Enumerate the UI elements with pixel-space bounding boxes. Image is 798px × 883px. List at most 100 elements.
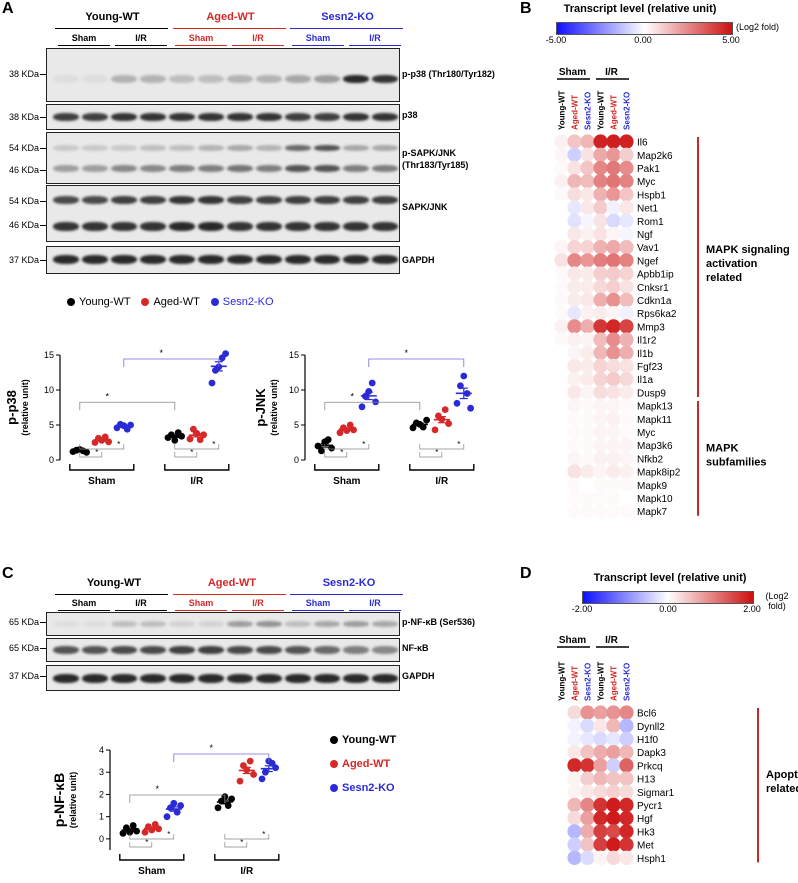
data-point	[177, 802, 184, 809]
sig-bracket-bottom	[224, 834, 270, 840]
blot-band	[169, 222, 195, 231]
sig-bracket	[368, 358, 465, 367]
sub-ir-aged: I/R	[252, 33, 264, 43]
heatmap-cell	[606, 200, 621, 215]
row-group-label: MAPK	[706, 442, 738, 454]
row-label: Hk3	[637, 827, 655, 838]
data-point	[171, 437, 179, 444]
heatmap-cell	[567, 200, 582, 215]
heatmap-cell	[606, 240, 621, 255]
heatmap-d-max: 2.00	[743, 604, 761, 614]
label-gapdh-c: GAPDH	[402, 671, 435, 681]
x-tick-label: Sham	[138, 866, 165, 877]
row-label: Hsph1	[637, 854, 666, 865]
sig-star: *	[95, 448, 98, 457]
heatmap-cell	[580, 358, 595, 374]
heatmap-cell	[619, 718, 634, 733]
heatmap-cell	[567, 319, 582, 334]
blot-p38	[46, 104, 400, 130]
blot-band	[53, 222, 79, 231]
data-point	[445, 420, 452, 427]
blot-band	[314, 113, 340, 121]
heatmap-cell	[593, 358, 608, 374]
group-bracket	[69, 464, 135, 471]
row-label: Myc	[637, 428, 655, 439]
heatmap-cell	[593, 718, 608, 733]
legend-c-aged: Aged-WT	[330, 752, 396, 776]
column-label: Aged-WT	[610, 95, 619, 130]
heatmap-cell	[593, 411, 608, 426]
heatmap-cell	[619, 213, 634, 228]
heatmap-cell	[567, 477, 582, 492]
heatmap-cell	[567, 385, 582, 400]
heatmap-cell	[593, 424, 608, 440]
heatmap-cell	[593, 213, 608, 228]
sig-star: *	[145, 838, 148, 847]
legend-a-aged: Aged-WT	[141, 296, 200, 308]
heatmap-cell	[593, 160, 608, 176]
blot-band	[82, 196, 108, 204]
heatmap-cell	[593, 504, 608, 519]
heatmap-cell	[606, 758, 621, 773]
row-label: Rps6ka2	[637, 309, 677, 320]
data-point	[214, 804, 222, 812]
heatmap-cell	[606, 226, 621, 242]
blot-band	[169, 75, 195, 83]
heatmap-cell	[580, 771, 595, 786]
y-tick-label: 5	[49, 420, 54, 430]
row-label: Mmp3	[637, 322, 665, 333]
heatmap-cell	[619, 451, 634, 466]
row-label: H1f0	[637, 735, 659, 746]
heatmap-cell	[593, 811, 608, 826]
heatmap-cell	[606, 718, 621, 733]
data-point	[409, 424, 417, 432]
blot-band	[198, 646, 224, 654]
blot-band	[285, 75, 311, 83]
heatmap-cell	[606, 134, 621, 149]
heatmap-cell	[567, 705, 582, 720]
sub-ir-young: I/R	[135, 33, 147, 43]
heatmap-cell	[580, 464, 595, 479]
blot-band	[227, 255, 253, 264]
heatmap-b: Sham I/R Young-WT Aged-WT Sesn2-KO Young-WT Ag…	[554, 67, 790, 519]
blot-band	[227, 145, 253, 151]
heatmap-cell	[580, 731, 595, 747]
heatmap-cell	[619, 345, 634, 360]
heatmap-cell	[580, 438, 595, 453]
blot-band	[285, 222, 311, 231]
heatmap-cell	[619, 824, 634, 839]
blot-band	[198, 255, 224, 264]
sig-bracket	[324, 401, 421, 411]
blot-band	[372, 113, 398, 121]
blot-band	[285, 646, 311, 654]
blot-band	[227, 222, 253, 231]
blot-band	[227, 196, 253, 204]
sub-ir-ko: I/R	[369, 33, 381, 43]
heatmap-cell	[606, 850, 621, 865]
heatmap-cell	[567, 398, 582, 413]
blot-band	[198, 75, 224, 83]
heatmap-cell	[619, 279, 634, 294]
heatmap-cell	[580, 837, 595, 852]
row-label: Map3k6	[637, 441, 673, 452]
c-header-young: Young-WT	[86, 577, 142, 589]
blot-band	[169, 646, 195, 654]
heatmap-b-max: 5.00	[722, 35, 740, 45]
blot-band	[372, 145, 398, 151]
blot-band	[372, 646, 398, 654]
data-point	[258, 775, 266, 783]
heatmap-b-mid: 0.00	[634, 35, 652, 45]
data-point	[83, 448, 90, 456]
heatmap-cell	[554, 850, 569, 865]
sig-bracket-bottom	[79, 444, 125, 450]
legend-c-ko: Sesn2-KO	[330, 776, 396, 800]
kda-p-nfkb: 65 KDa	[0, 617, 47, 627]
column-label: Sesn2-KO	[584, 92, 593, 130]
row-label: Sigmar1	[637, 788, 675, 799]
heatmap-cell	[554, 174, 569, 189]
heatmap-cell	[567, 811, 582, 826]
heatmap-cell	[593, 187, 608, 202]
y-axis-label: p-JNK	[255, 388, 268, 427]
sig-bracket-bottom	[79, 452, 103, 458]
sig-star: *	[160, 348, 164, 358]
